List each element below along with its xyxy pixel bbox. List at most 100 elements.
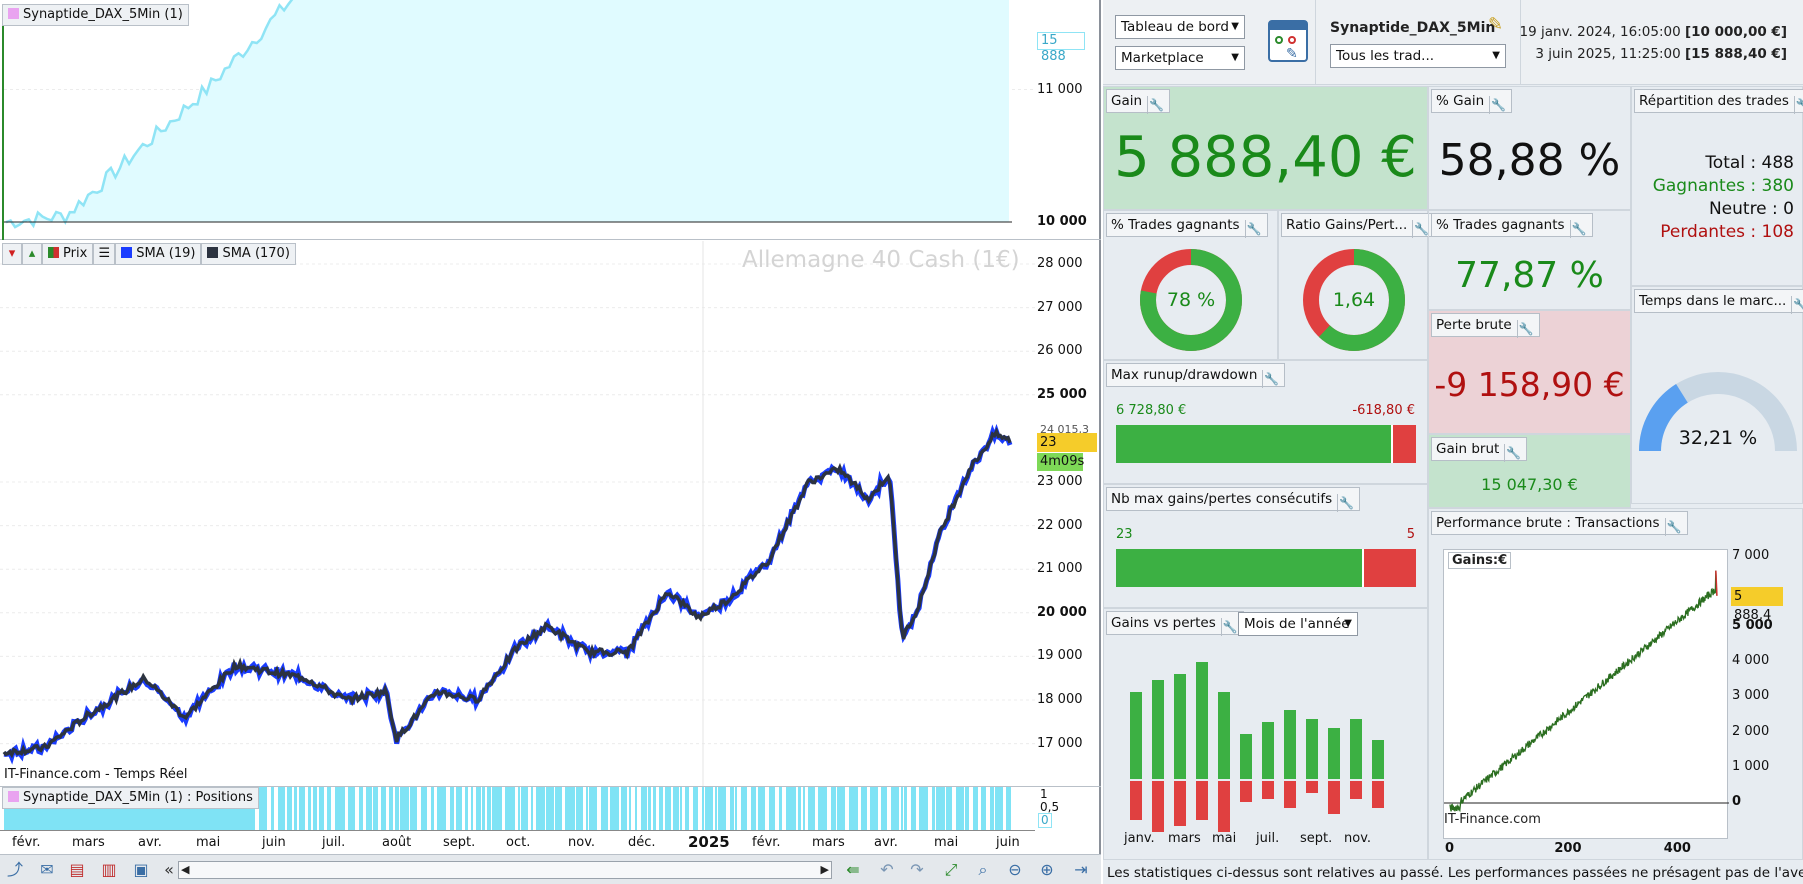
position-bar bbox=[389, 787, 393, 831]
horizontal-scrollbar[interactable]: ◀ ▶ bbox=[178, 861, 832, 879]
position-bar bbox=[798, 787, 801, 831]
repartition-header[interactable]: Répartition des trades🔧 bbox=[1634, 89, 1803, 114]
gain-bar bbox=[1218, 692, 1230, 779]
gains-losses-month: mars bbox=[1168, 831, 1201, 846]
equity-fill bbox=[6, 0, 1009, 228]
gain-header[interactable]: Gain 🔧 bbox=[1106, 89, 1171, 114]
sma170-label[interactable]: SMA (170) bbox=[201, 243, 296, 265]
scroll-first-icon[interactable]: « bbox=[164, 860, 174, 879]
position-bar bbox=[400, 787, 409, 831]
expand-button[interactable]: ▴ bbox=[22, 243, 42, 265]
positions-label[interactable]: Synaptide_DAX_5Min (1) : Positions bbox=[2, 787, 259, 809]
position-bar bbox=[849, 787, 858, 831]
consecutive-losses-value: 5 bbox=[1406, 527, 1415, 542]
wrench-icon[interactable]: 🔧 bbox=[1412, 220, 1430, 238]
equity-line bbox=[5, 0, 294, 229]
wrench-icon[interactable]: 🔧 bbox=[1569, 220, 1588, 238]
max-runup-panel: Max runup/drawdown 🔧 6 728,80 € -618,80 € bbox=[1103, 360, 1428, 484]
win-rate-header[interactable]: % Trades gagnants 🔧 bbox=[1431, 213, 1593, 238]
ratio-donut-header[interactable]: Ratio Gains/Pert... 🔧 bbox=[1281, 213, 1436, 238]
position-bar bbox=[366, 787, 372, 831]
backtest-icon[interactable]: ▣ bbox=[133, 860, 149, 879]
chat-icon[interactable]: ✉ bbox=[40, 860, 54, 879]
price-chart: ▾ ▴ Prix ☰ SMA (19) SMA (170) Allemagne … bbox=[0, 241, 1101, 786]
price-y-tick: 18 000 bbox=[1037, 692, 1083, 707]
scroll-right-icon[interactable]: ▶ bbox=[820, 863, 829, 876]
marketplace-select[interactable]: Marketplace ▼ bbox=[1115, 46, 1245, 70]
list-button[interactable]: ☰ bbox=[93, 243, 116, 265]
win-rate-donut-header[interactable]: % Trades gagnants 🔧 bbox=[1106, 213, 1268, 238]
position-bar bbox=[685, 787, 689, 831]
wrench-icon[interactable]: 🔧 bbox=[1793, 96, 1803, 114]
wrench-icon[interactable]: 🔧 bbox=[1516, 320, 1535, 338]
position-bar bbox=[546, 787, 554, 831]
price-above-label: 24 015,3 bbox=[1040, 423, 1089, 436]
zoom-in-icon[interactable]: ⊕ bbox=[1040, 860, 1054, 879]
trades-select[interactable]: Tous les trad... ▼ bbox=[1330, 44, 1506, 68]
sma19-line bbox=[3, 423, 1013, 765]
gross-gain-header[interactable]: Gain brut 🔧 bbox=[1431, 437, 1528, 462]
position-bar bbox=[653, 787, 656, 831]
position-bar bbox=[518, 787, 520, 831]
edit-icon[interactable]: ✎ bbox=[1488, 14, 1504, 35]
zoom-select-icon[interactable]: ⌕ bbox=[978, 860, 988, 879]
strategy-name: Synaptide_DAX_5Min bbox=[1330, 20, 1496, 36]
indicator-icon[interactable]: ▤ bbox=[69, 860, 85, 879]
undo-icon[interactable]: ↶ bbox=[880, 860, 894, 879]
runup-drawdown-bar bbox=[1116, 425, 1416, 463]
loss-bar bbox=[1262, 781, 1274, 799]
max-runup-header[interactable]: Max runup/drawdown 🔧 bbox=[1106, 363, 1286, 388]
time-in-market-header[interactable]: Temps dans le marc... 🔧 bbox=[1634, 289, 1803, 314]
price-y-tick: 23 000 bbox=[1037, 474, 1083, 489]
go-to-date-icon[interactable]: ⇚ bbox=[846, 860, 860, 879]
position-bar bbox=[327, 787, 331, 831]
wrench-icon[interactable]: 🔧 bbox=[1791, 296, 1803, 314]
price-y-tick: 25 000 bbox=[1037, 386, 1087, 402]
position-bar bbox=[673, 787, 679, 831]
wrench-icon[interactable]: 🔧 bbox=[1337, 494, 1355, 512]
dashboard-icon-wrench: ✎ bbox=[1286, 46, 1298, 62]
time-axis-label: mai bbox=[196, 835, 221, 850]
gross-loss-header[interactable]: Perte brute 🔧 bbox=[1431, 313, 1540, 338]
position-bar bbox=[659, 787, 663, 831]
wrench-icon[interactable]: 🔧 bbox=[1244, 220, 1263, 238]
performance-y-tick: 4 000 bbox=[1732, 653, 1770, 669]
dashboard-select[interactable]: Tableau de bord ▼ bbox=[1115, 15, 1245, 39]
wrench-icon[interactable]: 🔧 bbox=[1664, 518, 1683, 536]
wrench-icon[interactable]: 🔧 bbox=[1489, 96, 1507, 114]
sma19-label[interactable]: SMA (19) bbox=[115, 243, 202, 265]
performance-header[interactable]: Performance brute : Transactions 🔧 bbox=[1431, 511, 1688, 536]
wrench-icon[interactable]: 🔧 bbox=[1504, 444, 1522, 462]
position-bar bbox=[911, 787, 916, 831]
share-icon[interactable]: ⤴ bbox=[6, 860, 23, 879]
redo-icon[interactable]: ↷ bbox=[910, 860, 924, 879]
scroll-left-icon[interactable]: ◀ bbox=[181, 863, 190, 876]
collapse-button[interactable]: ▾ bbox=[2, 243, 22, 265]
zoom-out-icon[interactable]: ⊖ bbox=[1008, 860, 1022, 879]
position-bar bbox=[956, 787, 964, 831]
header-divider bbox=[1520, 0, 1521, 85]
strategy-label[interactable]: Synaptide_DAX_5Min (1) bbox=[2, 4, 189, 26]
position-bar bbox=[995, 787, 1003, 831]
wrench-icon[interactable]: 🔧 bbox=[1262, 370, 1280, 388]
scroll-end-icon[interactable]: ⇥ bbox=[1074, 860, 1088, 879]
position-bar bbox=[648, 787, 651, 831]
gains-losses-header[interactable]: Gains vs pertes 🔧 bbox=[1106, 611, 1244, 636]
prix-label[interactable]: Prix bbox=[42, 243, 94, 265]
performance-current-badge: 5 888,4 bbox=[1731, 587, 1783, 623]
end-period: 3 juin 2025, 11:25:00 [15 888,40 €] bbox=[1535, 46, 1787, 62]
dashboard-icon-dots bbox=[1275, 36, 1283, 44]
performance-panel: Performance brute : Transactions 🔧 Gains:… bbox=[1428, 508, 1803, 860]
wrench-icon[interactable]: 🔧 bbox=[1220, 618, 1239, 636]
dashboard-icon[interactable]: ✎ bbox=[1268, 20, 1308, 62]
strategy-icon[interactable]: ▥ bbox=[101, 860, 117, 879]
pct-gain-header[interactable]: % Gain 🔧 bbox=[1431, 89, 1513, 114]
wrench-icon[interactable]: 🔧 bbox=[1147, 96, 1165, 114]
position-bar bbox=[891, 787, 899, 831]
chevron-down-icon: ▼ bbox=[1344, 618, 1352, 629]
gross-loss-value: -9 158,90 € bbox=[1434, 365, 1625, 404]
zoom-fit-icon[interactable]: ⤢ bbox=[944, 860, 958, 879]
period-select[interactable]: Mois de l'année ▼ bbox=[1238, 612, 1358, 636]
price-y-tick: 22 000 bbox=[1037, 517, 1083, 533]
consecutive-header[interactable]: Nb max gains/pertes consécutifs 🔧 bbox=[1106, 487, 1361, 512]
